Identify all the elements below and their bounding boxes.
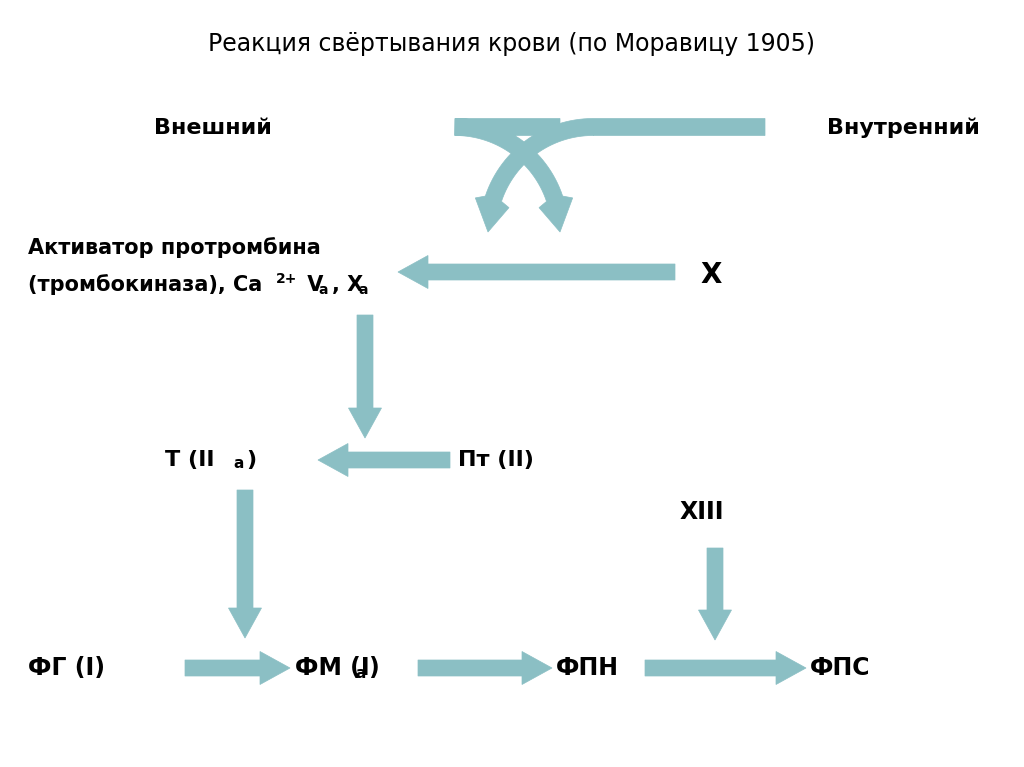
Text: а: а <box>355 666 366 680</box>
Polygon shape <box>698 548 731 640</box>
Polygon shape <box>185 651 290 684</box>
Text: ФГ (I): ФГ (I) <box>28 656 105 680</box>
Polygon shape <box>348 315 382 438</box>
Text: ФПН: ФПН <box>556 656 618 680</box>
Text: ): ) <box>368 656 379 680</box>
Polygon shape <box>418 651 552 684</box>
Polygon shape <box>645 651 806 684</box>
Text: ФПС: ФПС <box>810 656 870 680</box>
Text: Пт (II): Пт (II) <box>458 450 534 470</box>
Polygon shape <box>228 490 261 638</box>
Text: Активатор протромбина: Активатор протромбина <box>28 238 321 258</box>
Text: ): ) <box>246 450 256 470</box>
Text: Внешний: Внешний <box>155 118 272 138</box>
Polygon shape <box>475 118 765 232</box>
Text: XIII: XIII <box>680 500 725 524</box>
Text: ФМ (I: ФМ (I <box>295 656 370 680</box>
Polygon shape <box>455 118 572 232</box>
Text: а: а <box>233 456 244 472</box>
Text: V: V <box>300 275 324 295</box>
Polygon shape <box>318 443 450 476</box>
Text: Реакция свёртывания крови (по Моравицу 1905): Реакция свёртывания крови (по Моравицу 1… <box>209 32 815 56</box>
Text: а: а <box>318 283 328 297</box>
Text: Внутренний: Внутренний <box>827 118 980 138</box>
Text: X: X <box>700 261 721 289</box>
Text: Т (II: Т (II <box>165 450 214 470</box>
Text: 2+: 2+ <box>276 272 297 286</box>
Text: а: а <box>358 283 368 297</box>
Text: (тромбокиназа), Ca: (тромбокиназа), Ca <box>28 275 262 295</box>
Text: , X: , X <box>332 275 364 295</box>
Polygon shape <box>398 255 675 288</box>
